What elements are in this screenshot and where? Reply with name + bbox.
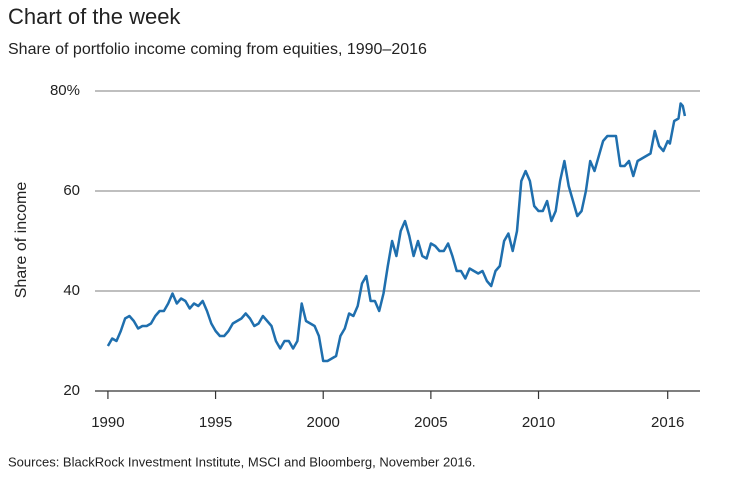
x-tick-label: 1990 (91, 414, 124, 431)
y-tick-label: 20 (63, 382, 80, 399)
x-tick-label: 1995 (199, 414, 232, 431)
x-tick-label: 2000 (307, 414, 340, 431)
source-note: Sources: BlackRock Investment Institute,… (8, 454, 476, 469)
chart-title: Chart of the week (8, 4, 181, 29)
y-tick-label: 60 (63, 182, 80, 199)
x-tick-label: 2016 (651, 414, 684, 431)
y-tick-label: 80% (50, 82, 80, 99)
chart-subtitle: Share of portfolio income coming from eq… (8, 41, 427, 58)
x-tick-label: 2005 (414, 414, 447, 431)
y-axis-label: Share of income (13, 182, 30, 299)
x-tick-label: 2010 (522, 414, 555, 431)
data-line (106, 102, 687, 363)
y-tick-label: 40 (63, 282, 80, 299)
